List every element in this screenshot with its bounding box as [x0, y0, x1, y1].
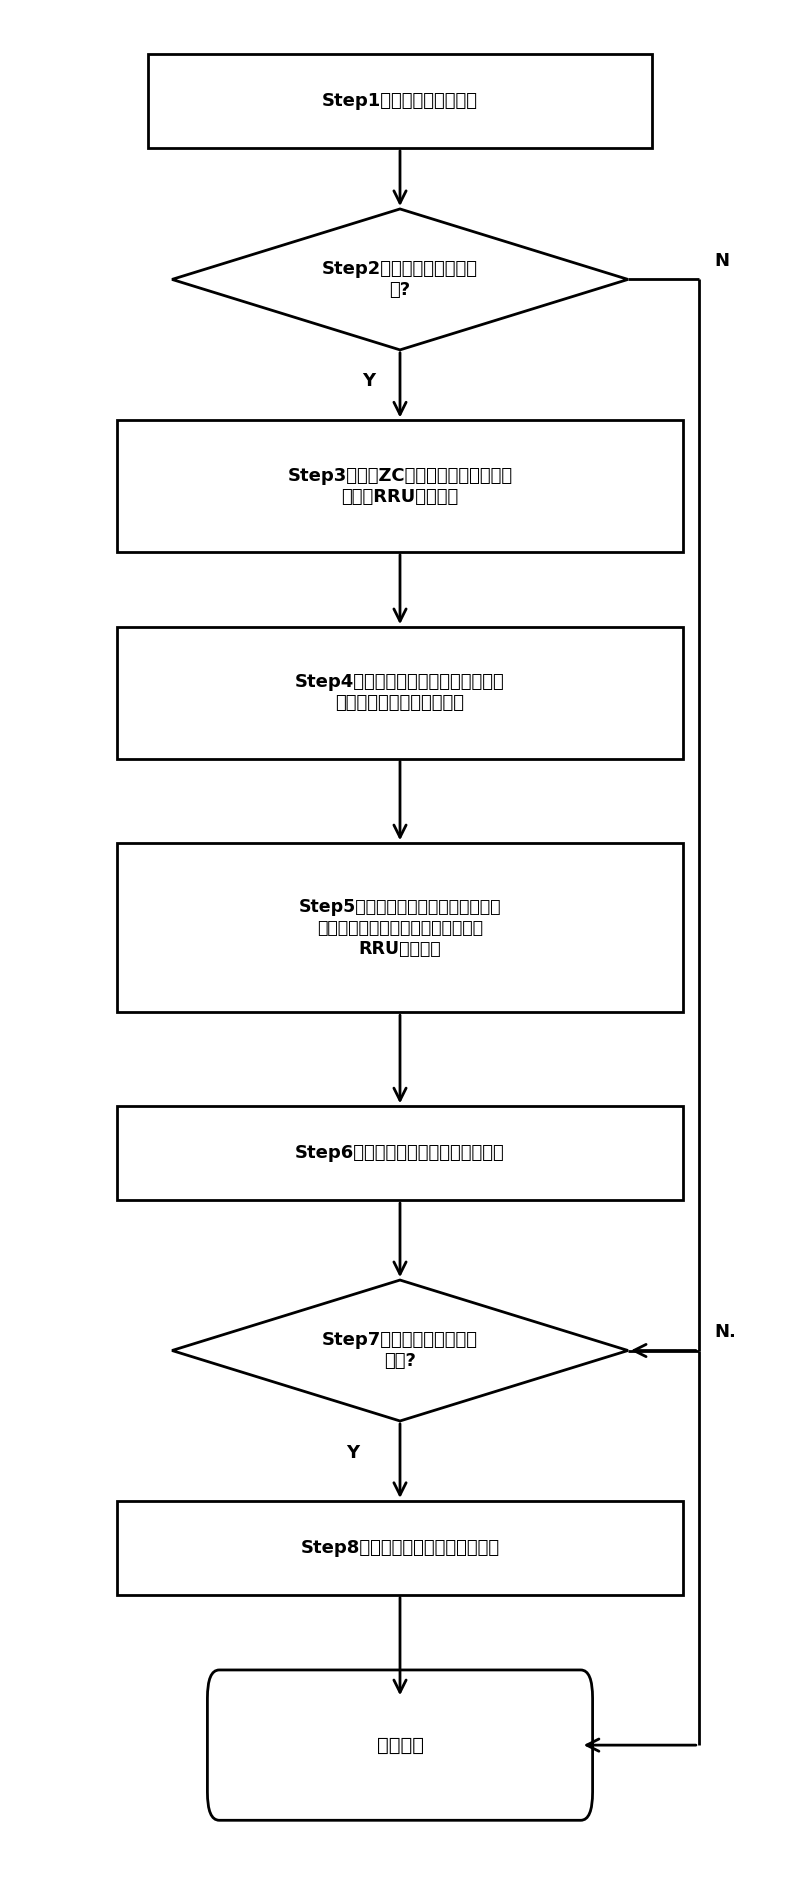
- Text: N.: N.: [714, 1323, 736, 1340]
- Text: 校准结束: 校准结束: [377, 1736, 423, 1755]
- Text: N: N: [714, 252, 730, 269]
- Text: Step6：基于子带对天线幅度进行校准: Step6：基于子带对天线幅度进行校准: [295, 1143, 505, 1162]
- Text: Step2：是否收到预校准命
令?: Step2：是否收到预校准命 令?: [322, 259, 478, 299]
- Polygon shape: [172, 208, 628, 350]
- Bar: [117, 842, 683, 1013]
- Text: Step3：通过ZC序列相关检测天线粗延
迟并在RRU中频补偶: Step3：通过ZC序列相关检测天线粗延 迟并在RRU中频补偶: [287, 468, 513, 505]
- Text: Step4：在频域做信道估计并在时域降
噪，计算每个子载波的相位: Step4：在频域做信道估计并在时域降 噪，计算每个子载波的相位: [295, 674, 505, 712]
- Text: Step7：是否收到周期校准
命令?: Step7：是否收到周期校准 命令?: [322, 1331, 478, 1371]
- Bar: [117, 627, 683, 759]
- Polygon shape: [172, 1280, 628, 1422]
- Bar: [117, 420, 683, 553]
- Bar: [149, 53, 651, 148]
- Bar: [117, 1106, 683, 1200]
- Text: Step8：对指定的天线进行周期校准: Step8：对指定的天线进行周期校准: [301, 1539, 499, 1556]
- Text: Y: Y: [346, 1444, 359, 1461]
- Text: Y: Y: [362, 373, 375, 390]
- Bar: [117, 1501, 683, 1594]
- Text: Step1：构造天线校准信号: Step1：构造天线校准信号: [322, 93, 478, 110]
- Text: Step5：基于最小均方误差线性拟合估
算天线的精时延和初相，并在基带和
RRU分别补偶: Step5：基于最小均方误差线性拟合估 算天线的精时延和初相，并在基带和 RRU…: [298, 897, 502, 958]
- FancyBboxPatch shape: [207, 1670, 593, 1821]
